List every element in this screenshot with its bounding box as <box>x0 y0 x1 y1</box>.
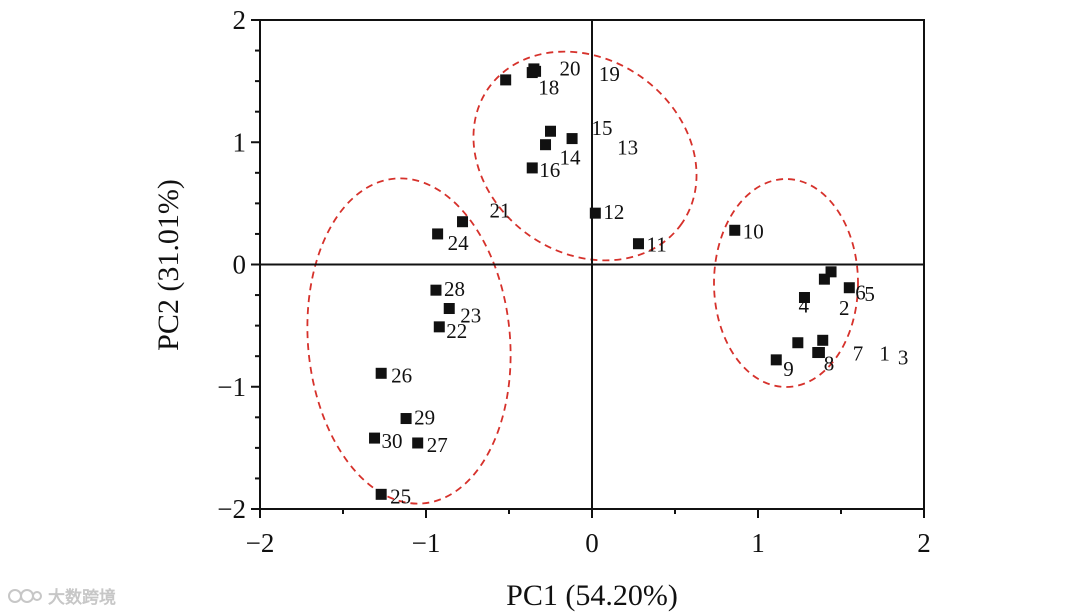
x-tick-label: 1 <box>751 528 765 558</box>
point-label-24: 24 <box>448 231 470 255</box>
data-point-26 <box>375 367 387 379</box>
data-point-3 <box>792 337 804 349</box>
data-point-27 <box>412 437 424 449</box>
data-point-14 <box>540 139 552 151</box>
point-label-2: 2 <box>839 296 850 320</box>
data-point-5 <box>818 273 830 285</box>
point-label-22: 22 <box>446 319 467 343</box>
data-point-16 <box>526 162 538 174</box>
watermark-logo-icon <box>8 587 42 605</box>
x-axis-ticks: −2 −1 0 1 2 <box>246 509 931 558</box>
cluster-ellipses <box>306 50 859 505</box>
y-tick-label: −2 <box>217 494 246 524</box>
point-label-15: 15 <box>592 116 613 140</box>
cluster-ellipse <box>472 50 698 262</box>
data-point-22 <box>433 321 445 333</box>
data-point-4 <box>798 292 810 304</box>
x-tick-label: −2 <box>246 528 275 558</box>
point-label-16: 16 <box>539 158 560 182</box>
watermark-text: 大数跨境 <box>48 588 116 608</box>
data-point-11 <box>632 238 644 250</box>
point-label-23: 23 <box>460 304 481 328</box>
data-point-10 <box>729 224 741 236</box>
data-point-15 <box>545 125 556 137</box>
watermark: 大数跨境 <box>8 583 116 608</box>
point-label-8: 8 <box>824 352 835 376</box>
point-label-11: 11 <box>646 233 666 257</box>
y-tick-label: −1 <box>217 372 246 402</box>
data-point-23 <box>443 303 455 315</box>
cluster-ellipse <box>713 178 859 388</box>
x-tick-label: 0 <box>585 528 599 558</box>
y-axis-title: PC2 (31.01%) <box>152 179 185 351</box>
data-point-17 <box>500 74 512 86</box>
data-point-9 <box>770 354 782 366</box>
cluster-ellipse <box>306 177 512 505</box>
x-tick-label: −1 <box>412 528 441 558</box>
data-points <box>369 63 855 500</box>
point-label-19: 19 <box>599 62 620 86</box>
point-label-21: 21 <box>490 199 511 223</box>
point-label-13: 13 <box>617 136 638 160</box>
point-label-30: 30 <box>382 429 403 453</box>
y-tick-label: 1 <box>233 127 247 157</box>
data-point-13 <box>566 133 578 145</box>
data-point-24 <box>432 228 444 240</box>
point-label-26: 26 <box>391 363 412 387</box>
point-label-4: 4 <box>798 294 809 318</box>
point-label-29: 29 <box>414 406 435 430</box>
point-label-27: 27 <box>427 433 448 457</box>
data-point-28 <box>430 284 442 296</box>
x-tick-label: 2 <box>917 528 931 558</box>
point-label-6: 6 <box>855 281 866 305</box>
data-point-6 <box>843 282 855 294</box>
data-point-12 <box>589 207 601 219</box>
data-point-2 <box>825 266 837 278</box>
data-point-8 <box>812 347 824 359</box>
data-point-21 <box>457 216 469 228</box>
plot-frame <box>259 19 925 510</box>
data-point-25 <box>375 488 387 500</box>
point-label-5: 5 <box>864 282 875 306</box>
data-point-30 <box>369 432 381 444</box>
point-label-7: 7 <box>853 341 864 365</box>
point-label-9: 9 <box>783 357 794 381</box>
x-axis-title: PC1 (54.20%) <box>506 579 678 612</box>
point-label-28: 28 <box>444 277 465 301</box>
data-point-7 <box>817 334 829 346</box>
point-label-3: 3 <box>898 346 909 370</box>
point-label-25: 25 <box>390 484 411 508</box>
data-point-29 <box>400 413 412 425</box>
point-label-18: 18 <box>538 76 559 100</box>
y-tick-label: 0 <box>233 250 247 280</box>
point-label-20: 20 <box>560 56 581 80</box>
y-tick-label: 2 <box>233 5 247 35</box>
point-label-10: 10 <box>743 219 764 243</box>
point-label-14: 14 <box>560 146 582 170</box>
data-point-20 <box>530 65 542 77</box>
y-axis-ticks: 2 1 0 −1 −2 <box>217 5 260 524</box>
point-label-1: 1 <box>879 342 890 366</box>
point-label-12: 12 <box>603 200 624 224</box>
